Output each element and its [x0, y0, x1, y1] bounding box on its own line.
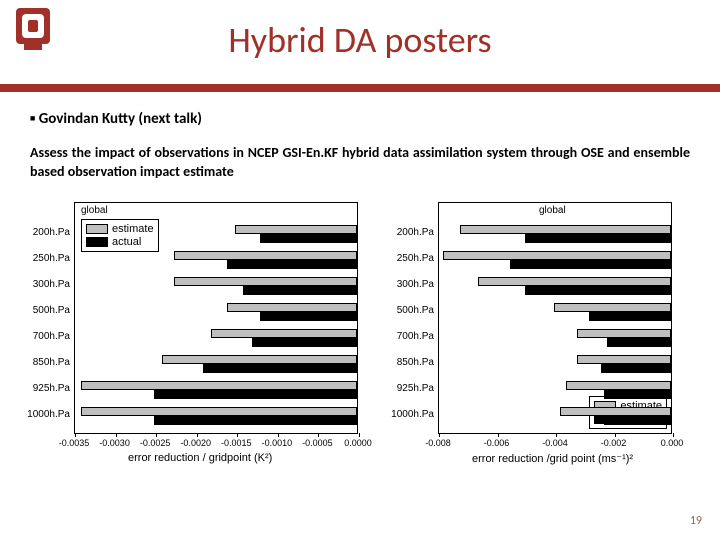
- xtick-label: -0.0015: [221, 438, 252, 448]
- slide-header: Hybrid DA posters: [0, 0, 720, 80]
- xtick-label: -0.0010: [262, 438, 293, 448]
- bar-actual: [525, 286, 671, 295]
- xtick-label: 0.000: [661, 438, 684, 448]
- ytick-label: 200h.Pa: [18, 227, 70, 238]
- bar-actual: [260, 312, 357, 321]
- xtick-label: -0.008: [425, 438, 451, 448]
- ytick-label: 850h.Pa: [18, 357, 70, 368]
- xtick-label: -0.002: [601, 438, 627, 448]
- ytick-label: 925h.Pa: [18, 383, 70, 394]
- ytick-label: 300h.Pa: [18, 279, 70, 290]
- right-xlabel: error reduction /grid point (ms⁻¹)²: [472, 452, 633, 465]
- xtick-label: -0.0005: [302, 438, 333, 448]
- xtick-mark: [439, 433, 440, 437]
- bar-estimate: [443, 251, 671, 260]
- xtick-label: -0.0035: [59, 438, 90, 448]
- bar-actual: [607, 338, 671, 347]
- left-xlabel: error reduction / gridpoint (K²): [128, 452, 272, 464]
- bar-actual: [203, 364, 357, 373]
- ytick-label: 300h.Pa: [382, 279, 434, 290]
- ytick-label: 500h.Pa: [382, 305, 434, 316]
- legend-swatch-actual: [86, 237, 108, 247]
- bar-estimate: [211, 329, 357, 338]
- left-plot-area: global estimate actual: [74, 202, 358, 434]
- bar-estimate: [81, 381, 357, 390]
- xtick-mark: [615, 433, 616, 437]
- bar-estimate: [235, 225, 357, 234]
- xtick-label: -0.0025: [140, 438, 171, 448]
- xtick-label: -0.0020: [180, 438, 211, 448]
- xtick-label: -0.0030: [99, 438, 130, 448]
- right-plot-area: global estimate actual: [438, 202, 672, 434]
- bar-actual: [227, 260, 357, 269]
- legend-label-actual: actual: [112, 236, 141, 248]
- legend-swatch-estimate: [86, 224, 108, 234]
- bar-actual: [601, 364, 671, 373]
- bar-actual: [604, 416, 671, 425]
- bar-estimate: [174, 277, 357, 286]
- xtick-mark: [359, 433, 360, 437]
- ou-logo: [8, 4, 58, 54]
- xtick-mark: [75, 433, 76, 437]
- ytick-label: 700h.Pa: [18, 331, 70, 342]
- xtick-label: 0.0000: [344, 438, 372, 448]
- bar-estimate: [227, 303, 357, 312]
- slide-number: 19: [690, 514, 702, 528]
- xtick-mark: [197, 433, 198, 437]
- ytick-label: 1000h.Pa: [382, 409, 434, 420]
- ytick-label: 925h.Pa: [382, 383, 434, 394]
- bar-estimate: [478, 277, 671, 286]
- left-legend: estimate actual: [81, 219, 159, 252]
- slide-title: Hybrid DA posters: [0, 0, 720, 62]
- xtick-label: -0.006: [484, 438, 510, 448]
- bar-actual: [154, 416, 357, 425]
- left-chart: global estimate actual error reduction /…: [18, 198, 368, 478]
- xtick-mark: [498, 433, 499, 437]
- bar-actual: [510, 260, 671, 269]
- xtick-mark: [278, 433, 279, 437]
- xtick-mark: [318, 433, 319, 437]
- bar-actual: [589, 312, 671, 321]
- right-chart-title: global: [539, 205, 566, 216]
- bar-actual: [243, 286, 357, 295]
- xtick-mark: [556, 433, 557, 437]
- ytick-label: 250h.Pa: [382, 253, 434, 264]
- left-chart-title: global: [81, 205, 108, 216]
- slide-content: Govindan Kutty (next talk) Assess the im…: [0, 92, 720, 182]
- charts-container: global estimate actual error reduction /…: [0, 198, 720, 478]
- bar-estimate: [577, 355, 671, 364]
- xtick-mark: [237, 433, 238, 437]
- ytick-label: 500h.Pa: [18, 305, 70, 316]
- bar-estimate: [560, 407, 671, 416]
- ytick-label: 1000h.Pa: [18, 409, 70, 420]
- bar-actual: [252, 338, 357, 347]
- bar-actual: [260, 234, 357, 243]
- header-divider: [0, 84, 720, 92]
- legend-label-estimate: estimate: [112, 223, 154, 235]
- bullet-speaker: Govindan Kutty (next talk): [30, 110, 690, 128]
- bar-actual: [525, 234, 671, 243]
- bar-estimate: [554, 303, 671, 312]
- ytick-label: 250h.Pa: [18, 253, 70, 264]
- bar-estimate: [460, 225, 671, 234]
- ytick-label: 200h.Pa: [382, 227, 434, 238]
- xtick-mark: [673, 433, 674, 437]
- bar-actual: [154, 390, 357, 399]
- bar-actual: [604, 390, 671, 399]
- description-text: Assess the impact of observations in NCE…: [30, 144, 690, 182]
- xtick-label: -0.004: [542, 438, 568, 448]
- bar-estimate: [577, 329, 671, 338]
- bar-estimate: [566, 381, 671, 390]
- xtick-mark: [156, 433, 157, 437]
- ytick-label: 850h.Pa: [382, 357, 434, 368]
- bar-estimate: [81, 407, 357, 416]
- xtick-mark: [116, 433, 117, 437]
- bar-estimate: [174, 251, 357, 260]
- right-chart: global estimate actual error reduction /…: [382, 198, 682, 478]
- ytick-label: 700h.Pa: [382, 331, 434, 342]
- bar-estimate: [162, 355, 357, 364]
